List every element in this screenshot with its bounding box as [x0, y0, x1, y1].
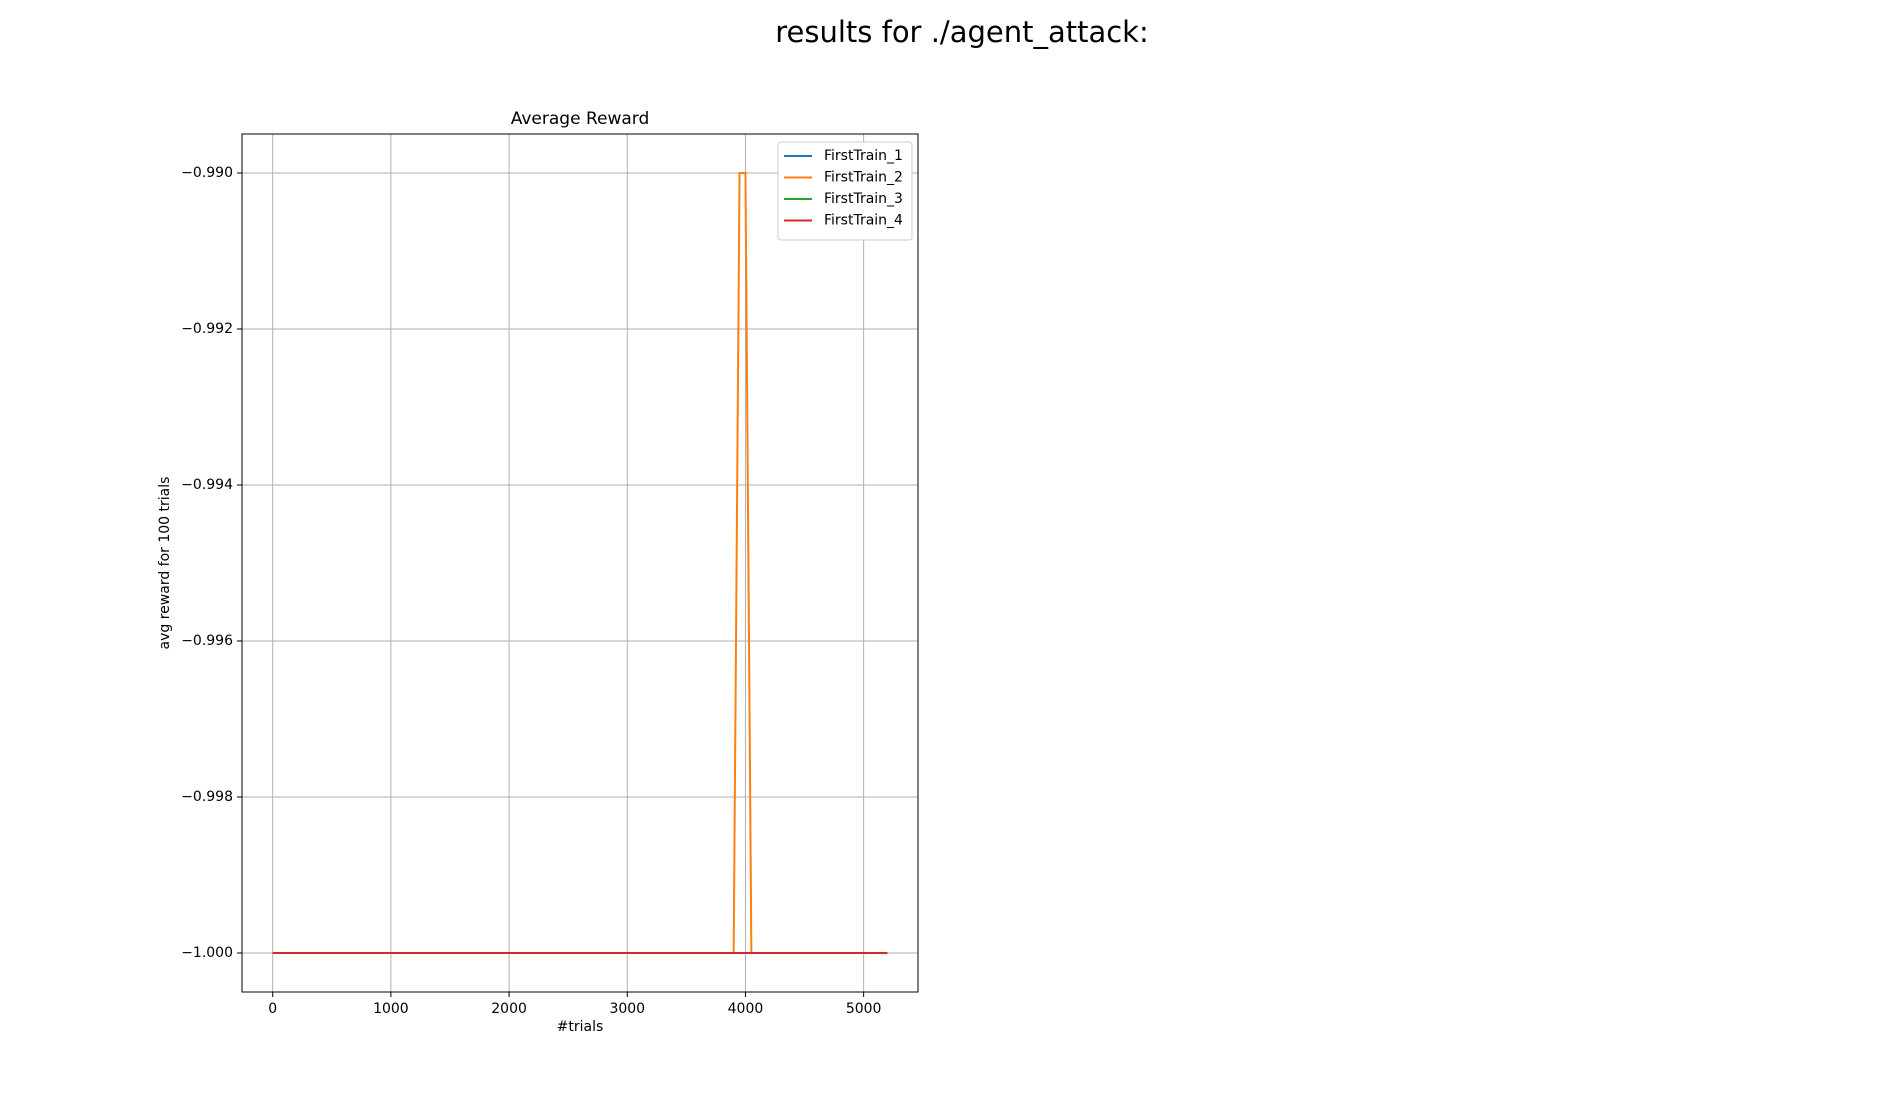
- y-tick-label: −0.992: [181, 321, 233, 337]
- y-tick-label: −0.990: [181, 165, 233, 181]
- y-tick-label: −0.996: [181, 633, 233, 649]
- x-tick-label: 4000: [728, 1001, 764, 1017]
- x-tick-label: 1000: [373, 1001, 409, 1017]
- x-tick-label: 3000: [609, 1001, 645, 1017]
- x-tick-label: 2000: [491, 1001, 527, 1017]
- y-tick-label: −0.994: [181, 477, 233, 493]
- series-line: [272, 172, 888, 954]
- legend-label: FirstTrain_3: [824, 191, 903, 207]
- legend-label: FirstTrain_4: [824, 213, 903, 229]
- legend-box: [777, 141, 913, 241]
- y-tick-label: −1.000: [181, 945, 233, 961]
- x-axis-label: #trials: [557, 1019, 604, 1035]
- y-tick-label: −0.998: [181, 789, 233, 805]
- x-tick-label: 5000: [846, 1001, 882, 1017]
- x-tick-label: 0: [268, 1001, 277, 1017]
- plot-frame: [241, 133, 919, 993]
- chart-title: Average Reward: [511, 109, 650, 129]
- figure-title: results for ./agent_attack:: [775, 15, 1149, 49]
- y-axis-label: avg reward for 100 trials: [157, 477, 173, 650]
- legend-label: FirstTrain_2: [824, 170, 903, 186]
- legend-label: FirstTrain_1: [824, 148, 903, 164]
